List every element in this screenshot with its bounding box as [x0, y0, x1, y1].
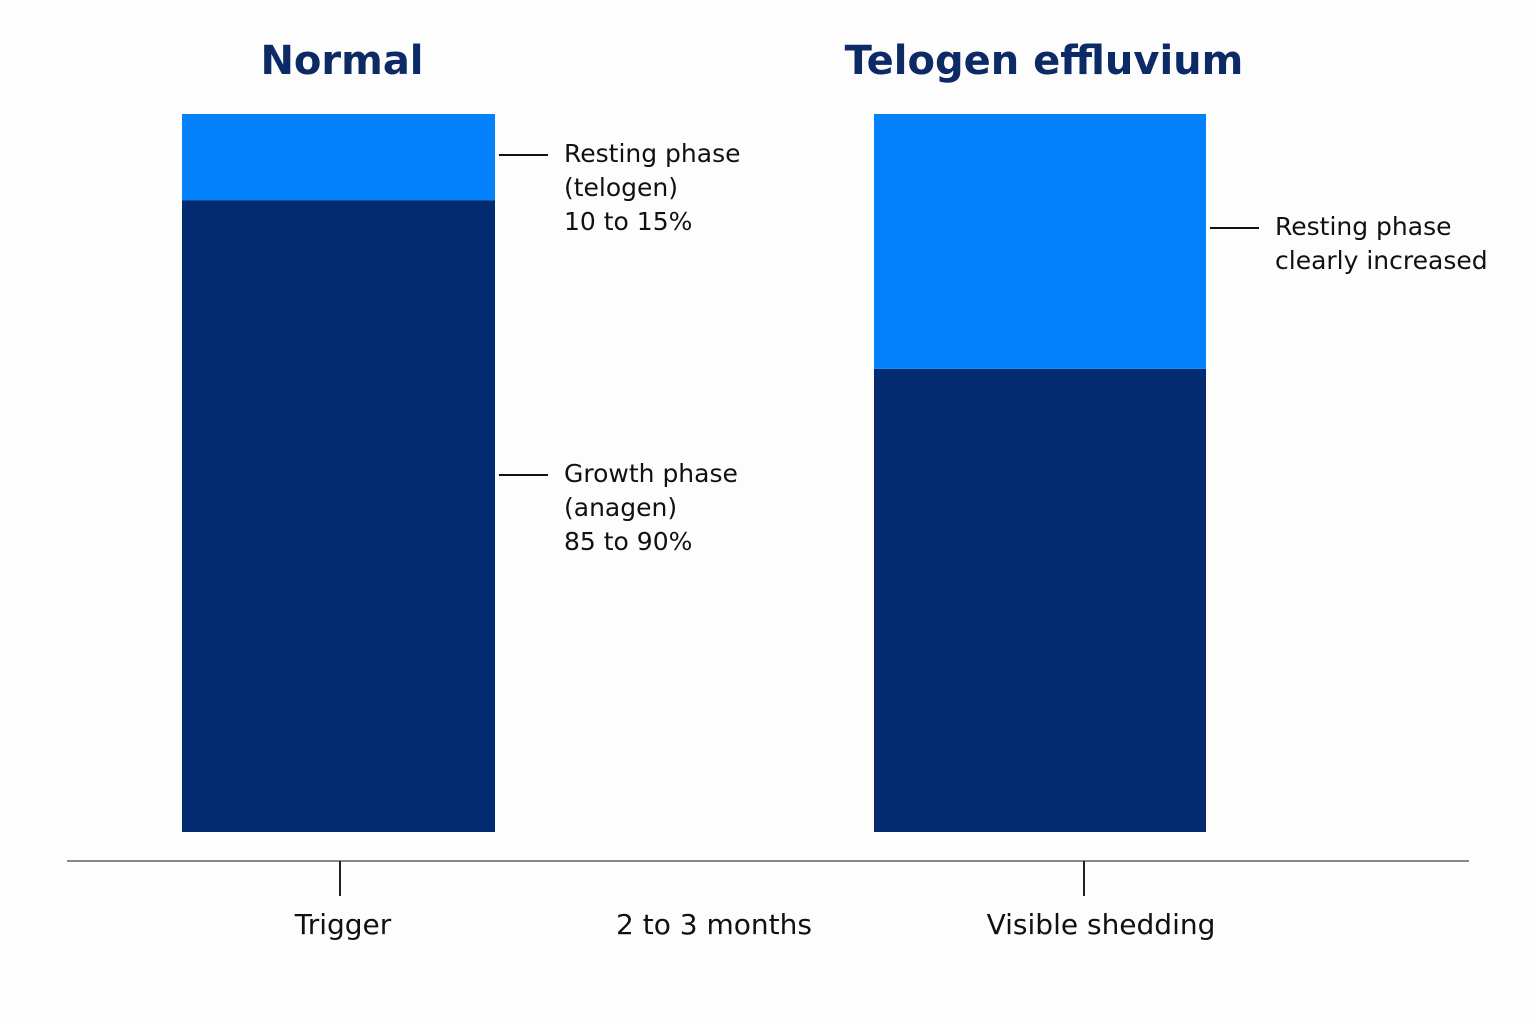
annotation-te-resting: Resting phase clearly increased	[1275, 212, 1488, 275]
annotation-normal-growth: Growth phase (anagen) 85 to 90%	[564, 459, 738, 556]
annotation-normal-resting: Resting phase (telogen) 10 to 15%	[564, 139, 741, 236]
bar-telogen-effluvium-resting-phase	[874, 114, 1206, 369]
timeline-group: Trigger 2 to 3 months Visible shedding	[294, 861, 1216, 941]
panel-title-normal: Normal	[260, 38, 423, 84]
annotation-normal-growth-line-1: (anagen)	[564, 493, 677, 522]
annotation-normal-resting-line-1: (telogen)	[564, 173, 678, 202]
annotation-te-resting-line-1: clearly increased	[1275, 246, 1488, 275]
annotations-group: Resting phase (telogen) 10 to 15% Growth ph…	[499, 139, 1488, 556]
bar-normal-growth-phase	[182, 200, 495, 832]
annotation-normal-resting-line-0: Resting phase	[564, 139, 741, 168]
bar-telogen-effluvium-growth-phase	[874, 368, 1206, 832]
bars-group	[182, 114, 1206, 832]
panel-title-telogen-effluvium: Telogen effluvium	[845, 38, 1244, 84]
timeline-label-2-to-3-months: 2 to 3 months	[616, 908, 812, 941]
timeline-label-visible-shedding: Visible shedding	[987, 908, 1216, 941]
annotation-normal-growth-line-0: Growth phase	[564, 459, 738, 488]
timeline-label-trigger: Trigger	[294, 908, 392, 941]
annotation-normal-growth-line-2: 85 to 90%	[564, 527, 692, 556]
annotation-te-resting-line-0: Resting phase	[1275, 212, 1452, 241]
annotation-normal-resting-line-2: 10 to 15%	[564, 207, 692, 236]
bar-normal-resting-phase	[182, 114, 495, 201]
